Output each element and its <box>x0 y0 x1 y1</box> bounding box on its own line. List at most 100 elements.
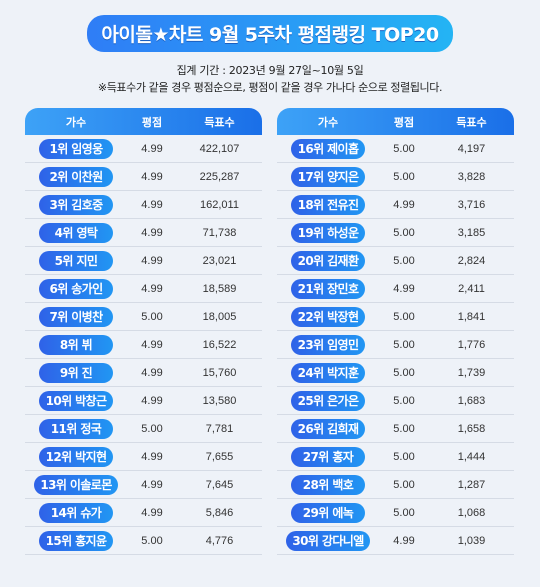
votes-cell: 1,776 <box>457 338 486 351</box>
table-header: 가수 평점 득표수 <box>25 108 262 135</box>
rank-name-badge: 12위 박지현 <box>39 446 113 467</box>
score-cell: 5.00 <box>141 422 163 435</box>
sort-note: ※득표수가 같을 경우 평점순으로, 평점이 같을 경우 가나다 순으로 정렬됩… <box>97 81 443 94</box>
singer-cell: 14위 슈가 <box>25 502 127 523</box>
rank-name-badge: 30위 강다니엘 <box>286 530 370 551</box>
rank-name-badge: 3위 김호중 <box>39 194 113 215</box>
title-banner: 아이돌★차트 9월 5주차 평점랭킹 TOP20 <box>87 14 453 52</box>
header-score: 평점 <box>393 115 415 129</box>
votes-cell: 16,522 <box>202 338 237 351</box>
singer-cell: 15위 홍지윤 <box>25 530 127 551</box>
rank-name-badge: 25위 은가은 <box>291 390 365 411</box>
rank-name-badge: 19위 하성운 <box>291 222 365 243</box>
votes-cell: 225,287 <box>199 170 240 183</box>
votes-cell: 13,580 <box>202 394 237 407</box>
votes-cell: 1,683 <box>457 394 486 407</box>
header-votes: 득표수 <box>204 115 235 129</box>
singer-cell: 26위 김희재 <box>277 418 379 439</box>
table-row: 30위 강다니엘 4.99 1,039 <box>277 527 514 555</box>
rank-name-badge: 7위 이병찬 <box>39 306 113 327</box>
singer-cell: 3위 김호중 <box>25 194 127 215</box>
singer-cell: 16위 제이홉 <box>277 138 379 159</box>
votes-cell: 4,776 <box>205 534 234 547</box>
table-row: 27위 홍자 5.00 1,444 <box>277 443 514 471</box>
rank-name-badge: 17위 양지은 <box>291 166 365 187</box>
singer-cell: 6위 송가인 <box>25 278 127 299</box>
singer-cell: 4위 영탁 <box>25 222 127 243</box>
votes-cell: 3,828 <box>457 170 486 183</box>
score-cell: 4.99 <box>141 170 163 183</box>
singer-cell: 28위 백호 <box>277 474 379 495</box>
table-row: 2위 이찬원 4.99 225,287 <box>25 163 262 191</box>
ranking-table-right: 가수 평점 득표수 16위 제이홉 5.00 4,197 17위 양지은 5.00 3,8… <box>277 108 514 555</box>
table-body: 1위 임영웅 4.99 422,107 2위 이찬원 4.99 225,287 3위 김호중… <box>25 135 262 555</box>
rank-name-badge: 4위 영탁 <box>39 222 113 243</box>
rank-name-badge: 15위 홍지윤 <box>39 530 113 551</box>
table-row: 4위 영탁 4.99 71,738 <box>25 219 262 247</box>
score-cell: 5.00 <box>141 534 163 547</box>
score-cell: 5.00 <box>393 226 415 239</box>
votes-cell: 7,781 <box>205 422 234 435</box>
page-title: 아이돌★차트 9월 5주차 평점랭킹 TOP20 <box>87 14 453 52</box>
score-cell: 4.99 <box>141 450 163 463</box>
table-row: 21위 장민호 4.99 2,411 <box>277 275 514 303</box>
score-cell: 5.00 <box>393 366 415 379</box>
table-row: 19위 하성운 5.00 3,185 <box>277 219 514 247</box>
votes-cell: 422,107 <box>199 142 240 155</box>
table-row: 14위 슈가 4.99 5,846 <box>25 499 262 527</box>
singer-cell: 11위 정국 <box>25 418 127 439</box>
header-singer: 가수 <box>317 115 339 129</box>
rank-name-badge: 28위 백호 <box>291 474 365 495</box>
table-row: 20위 김재환 5.00 2,824 <box>277 247 514 275</box>
votes-cell: 18,005 <box>202 310 237 323</box>
singer-cell: 27위 홍자 <box>277 446 379 467</box>
rank-name-badge: 21위 장민호 <box>291 278 365 299</box>
rank-name-badge: 16위 제이홉 <box>291 138 365 159</box>
score-cell: 5.00 <box>393 338 415 351</box>
table-row: 1위 임영웅 4.99 422,107 <box>25 135 262 163</box>
score-cell: 4.99 <box>141 506 163 519</box>
score-cell: 4.99 <box>393 198 415 211</box>
rank-name-badge: 18위 전유진 <box>291 194 365 215</box>
rank-name-badge: 23위 임영민 <box>291 334 365 355</box>
singer-cell: 17위 양지은 <box>277 166 379 187</box>
score-cell: 4.99 <box>141 282 163 295</box>
rank-name-badge: 24위 박지훈 <box>291 362 365 383</box>
ranking-table-left: 가수 평점 득표수 1위 임영웅 4.99 422,107 2위 이찬원 4.99 225… <box>25 108 262 555</box>
table-row: 23위 임영민 5.00 1,776 <box>277 331 514 359</box>
score-cell: 5.00 <box>393 450 415 463</box>
singer-cell: 13위 이솔로몬 <box>25 474 127 495</box>
table-row: 6위 송가인 4.99 18,589 <box>25 275 262 303</box>
singer-cell: 21위 장민호 <box>277 278 379 299</box>
singer-cell: 1위 임영웅 <box>25 138 127 159</box>
table-row: 5위 지민 4.99 23,021 <box>25 247 262 275</box>
singer-cell: 25위 은가은 <box>277 390 379 411</box>
votes-cell: 1,068 <box>457 506 486 519</box>
rank-name-badge: 5위 지민 <box>39 250 113 271</box>
singer-cell: 24위 박지훈 <box>277 362 379 383</box>
singer-cell: 29위 에녹 <box>277 502 379 523</box>
table-row: 3위 김호중 4.99 162,011 <box>25 191 262 219</box>
table-row: 16위 제이홉 5.00 4,197 <box>277 135 514 163</box>
table-row: 8위 뷔 4.99 16,522 <box>25 331 262 359</box>
singer-cell: 10위 박창근 <box>25 390 127 411</box>
singer-cell: 30위 강다니엘 <box>277 530 379 551</box>
table-row: 28위 백호 5.00 1,287 <box>277 471 514 499</box>
singer-cell: 12위 박지현 <box>25 446 127 467</box>
table-row: 13위 이솔로몬 4.99 7,645 <box>25 471 262 499</box>
table-row: 24위 박지훈 5.00 1,739 <box>277 359 514 387</box>
votes-cell: 3,185 <box>457 226 486 239</box>
score-cell: 4.99 <box>393 282 415 295</box>
table-row: 29위 에녹 5.00 1,068 <box>277 499 514 527</box>
votes-cell: 71,738 <box>202 226 237 239</box>
header-votes: 득표수 <box>456 115 487 129</box>
votes-cell: 4,197 <box>457 142 486 155</box>
table-row: 22위 박장현 5.00 1,841 <box>277 303 514 331</box>
votes-cell: 1,039 <box>457 534 486 547</box>
header-singer: 가수 <box>65 115 87 129</box>
singer-cell: 9위 진 <box>25 362 127 383</box>
header-score: 평점 <box>141 115 163 129</box>
score-cell: 5.00 <box>393 170 415 183</box>
table-row: 11위 정국 5.00 7,781 <box>25 415 262 443</box>
votes-cell: 3,716 <box>457 198 486 211</box>
